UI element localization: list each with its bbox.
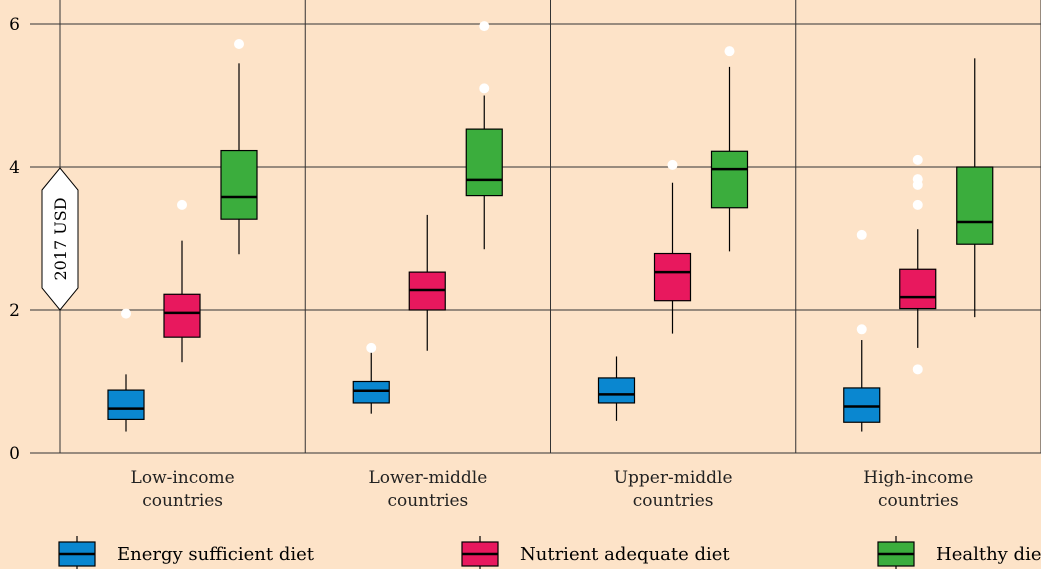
unit-badge-shape bbox=[41, 167, 79, 311]
box-2-1 bbox=[465, 21, 503, 250]
box-0-3 bbox=[843, 229, 881, 432]
legend-item-1: Nutrient adequate diet bbox=[461, 536, 730, 569]
box-2-0 bbox=[220, 39, 258, 255]
y-tick-label-0: 0 bbox=[9, 444, 20, 464]
box-0-0 bbox=[107, 308, 145, 432]
outlier-point bbox=[177, 199, 187, 210]
x-axis-categories: Low-income countries Lower-middle countries… bbox=[131, 468, 974, 511]
outlier-point bbox=[912, 174, 923, 185]
outlier-point bbox=[366, 342, 377, 353]
outlier-point bbox=[667, 159, 678, 170]
outlier-point bbox=[856, 324, 867, 335]
category-label-line: Upper-middle bbox=[614, 468, 733, 488]
box-1-0 bbox=[163, 199, 201, 363]
outlier-point bbox=[912, 364, 923, 375]
outlier-point bbox=[479, 21, 490, 32]
legend-item-2: Healthy diet bbox=[877, 536, 1041, 569]
y-axis-unit-label: 2017 USD bbox=[51, 197, 70, 280]
boxes bbox=[107, 21, 994, 432]
iqr-box bbox=[899, 268, 937, 310]
y-tick-label-4: 4 bbox=[9, 158, 20, 178]
category-label-line: countries bbox=[142, 491, 223, 511]
outlier-point bbox=[724, 46, 735, 57]
iqr-box bbox=[163, 293, 201, 338]
y-axis-ticks: 0 2 4 6 bbox=[9, 15, 20, 464]
iqr-box bbox=[710, 150, 749, 209]
y-axis-unit-badge: 2017 USD bbox=[41, 167, 79, 311]
outlier-point bbox=[121, 308, 131, 319]
legend-item-0: Energy sufficient diet bbox=[58, 536, 315, 569]
category-label-0: Low-income countries bbox=[131, 468, 235, 511]
category-label-line: countries bbox=[387, 491, 468, 511]
legend-label: Healthy diet bbox=[936, 544, 1041, 565]
category-label-line: Low-income bbox=[131, 468, 235, 488]
outlier-point bbox=[479, 83, 490, 94]
y-tick-label-2: 2 bbox=[9, 301, 20, 321]
iqr-box bbox=[465, 128, 503, 197]
y-tick-label-6: 6 bbox=[9, 15, 20, 35]
iqr-box bbox=[352, 380, 390, 404]
category-label-line: countries bbox=[633, 491, 714, 511]
iqr-box bbox=[220, 149, 258, 220]
category-label-line: Lower-middle bbox=[368, 468, 487, 488]
box-2-3 bbox=[956, 58, 994, 318]
category-label-1: Lower-middle countries bbox=[368, 468, 487, 511]
box-0-2 bbox=[597, 356, 636, 421]
category-label-line: countries bbox=[878, 491, 959, 511]
box-1-3 bbox=[899, 154, 937, 375]
legend-label: Nutrient adequate diet bbox=[520, 544, 730, 565]
box-1-1 bbox=[408, 214, 446, 351]
iqr-box bbox=[653, 252, 692, 302]
outlier-point bbox=[856, 229, 867, 240]
iqr-box bbox=[956, 166, 994, 245]
box-0-1 bbox=[352, 342, 390, 414]
box-2-2 bbox=[710, 46, 749, 252]
box-1-2 bbox=[653, 159, 692, 334]
category-label-2: Upper-middle countries bbox=[614, 468, 733, 511]
legend-label: Energy sufficient diet bbox=[117, 544, 315, 565]
outlier-point bbox=[234, 39, 244, 50]
legend: Energy sufficient diet Nutrient adequate … bbox=[58, 536, 1041, 569]
iqr-box bbox=[597, 377, 636, 404]
outlier-point bbox=[912, 154, 923, 165]
category-label-3: High-income countries bbox=[863, 468, 973, 511]
iqr-box bbox=[843, 387, 881, 423]
category-label-line: High-income bbox=[863, 468, 973, 488]
outlier-point bbox=[912, 199, 923, 210]
iqr-box bbox=[107, 389, 145, 420]
